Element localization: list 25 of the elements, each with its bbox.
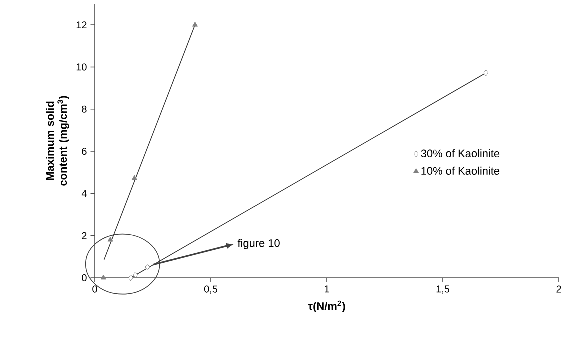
- x-tick-label: 1: [325, 286, 330, 293]
- x-axis-title: τ(N/m$^{2}$): [308, 300, 346, 312]
- y-tick-label: 4: [82, 190, 87, 198]
- x-tick-label: 0: [92, 286, 98, 293]
- y-axis-title: Maximum solid content (mg/cm$^{3}$): [46, 96, 70, 186]
- point: [100, 274, 106, 280]
- y-tick-label: 0: [82, 274, 87, 282]
- point: [108, 236, 114, 242]
- y-tick-label: 8: [82, 106, 87, 113]
- x-tick-label: 2: [556, 286, 562, 293]
- point: [484, 70, 489, 76]
- legend-label: 30% of Kaolinite: [421, 150, 500, 158]
- y-tick-label: 10: [76, 64, 87, 71]
- y-tick-label: 6: [82, 148, 87, 156]
- point: [192, 22, 198, 27]
- y-tick-label: 2: [82, 232, 87, 240]
- point: [128, 274, 134, 282]
- y-tick-label: 12: [76, 22, 87, 29]
- point: [145, 264, 150, 270]
- point: [133, 272, 138, 278]
- annotation: figure 10: [238, 239, 280, 250]
- x-tick-label: 1,5: [436, 286, 450, 294]
- legend-label: 10% of Kaolinite: [422, 166, 500, 175]
- x-tick-label: 0,5: [204, 286, 218, 294]
- point: [132, 175, 138, 180]
